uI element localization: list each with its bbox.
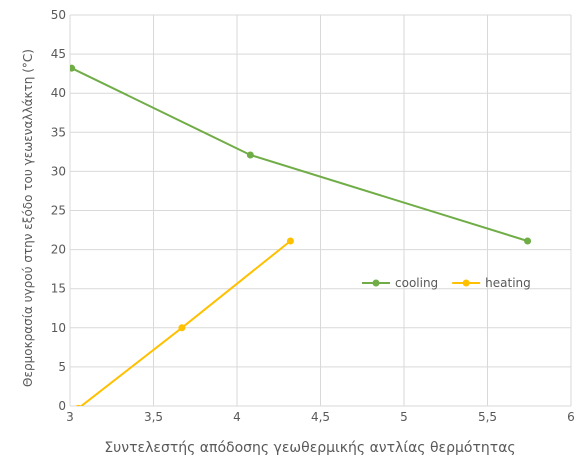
x-tick-label: 3,5: [144, 410, 163, 424]
legend-marker: [462, 279, 470, 287]
y-tick-label: 45: [51, 47, 66, 61]
y-tick-label: 5: [58, 360, 66, 374]
legend-label: heating: [485, 276, 531, 290]
data-point: [246, 151, 254, 159]
data-point: [178, 324, 186, 332]
y-tick-label: 25: [51, 204, 66, 218]
y-tick-label: 0: [58, 399, 66, 413]
data-point: [286, 237, 294, 245]
x-tick-label: 5,5: [478, 410, 497, 424]
x-tick-label: 6: [567, 410, 575, 424]
y-tick-label: 15: [51, 282, 66, 296]
legend-label: cooling: [395, 276, 438, 290]
x-tick-label: 3: [66, 410, 74, 424]
y-tick-label: 35: [51, 125, 66, 139]
y-tick-label: 50: [51, 8, 66, 22]
plot-area: [70, 64, 532, 406]
series-line: [71, 67, 528, 242]
x-axis-label: Συντελεστής απόδοσης γεωθερμικής αντλίας…: [104, 440, 515, 456]
y-tick-label: 20: [51, 243, 66, 257]
x-tick-label: 4: [233, 410, 241, 424]
y-axis-label: Θερμοκρασία υγρού στην εξόδο του γεωεναλ…: [21, 49, 35, 387]
series-line: [79, 240, 292, 406]
data-point: [524, 237, 532, 245]
x-tick-label: 4,5: [311, 410, 330, 424]
y-tick-label: 40: [51, 86, 66, 100]
y-tick-label: 10: [51, 321, 66, 335]
legend-marker: [372, 279, 380, 287]
y-tick-label: 30: [51, 164, 66, 178]
data-point: [75, 404, 81, 406]
data-point: [70, 64, 76, 72]
x-tick-label: 5: [400, 410, 408, 424]
